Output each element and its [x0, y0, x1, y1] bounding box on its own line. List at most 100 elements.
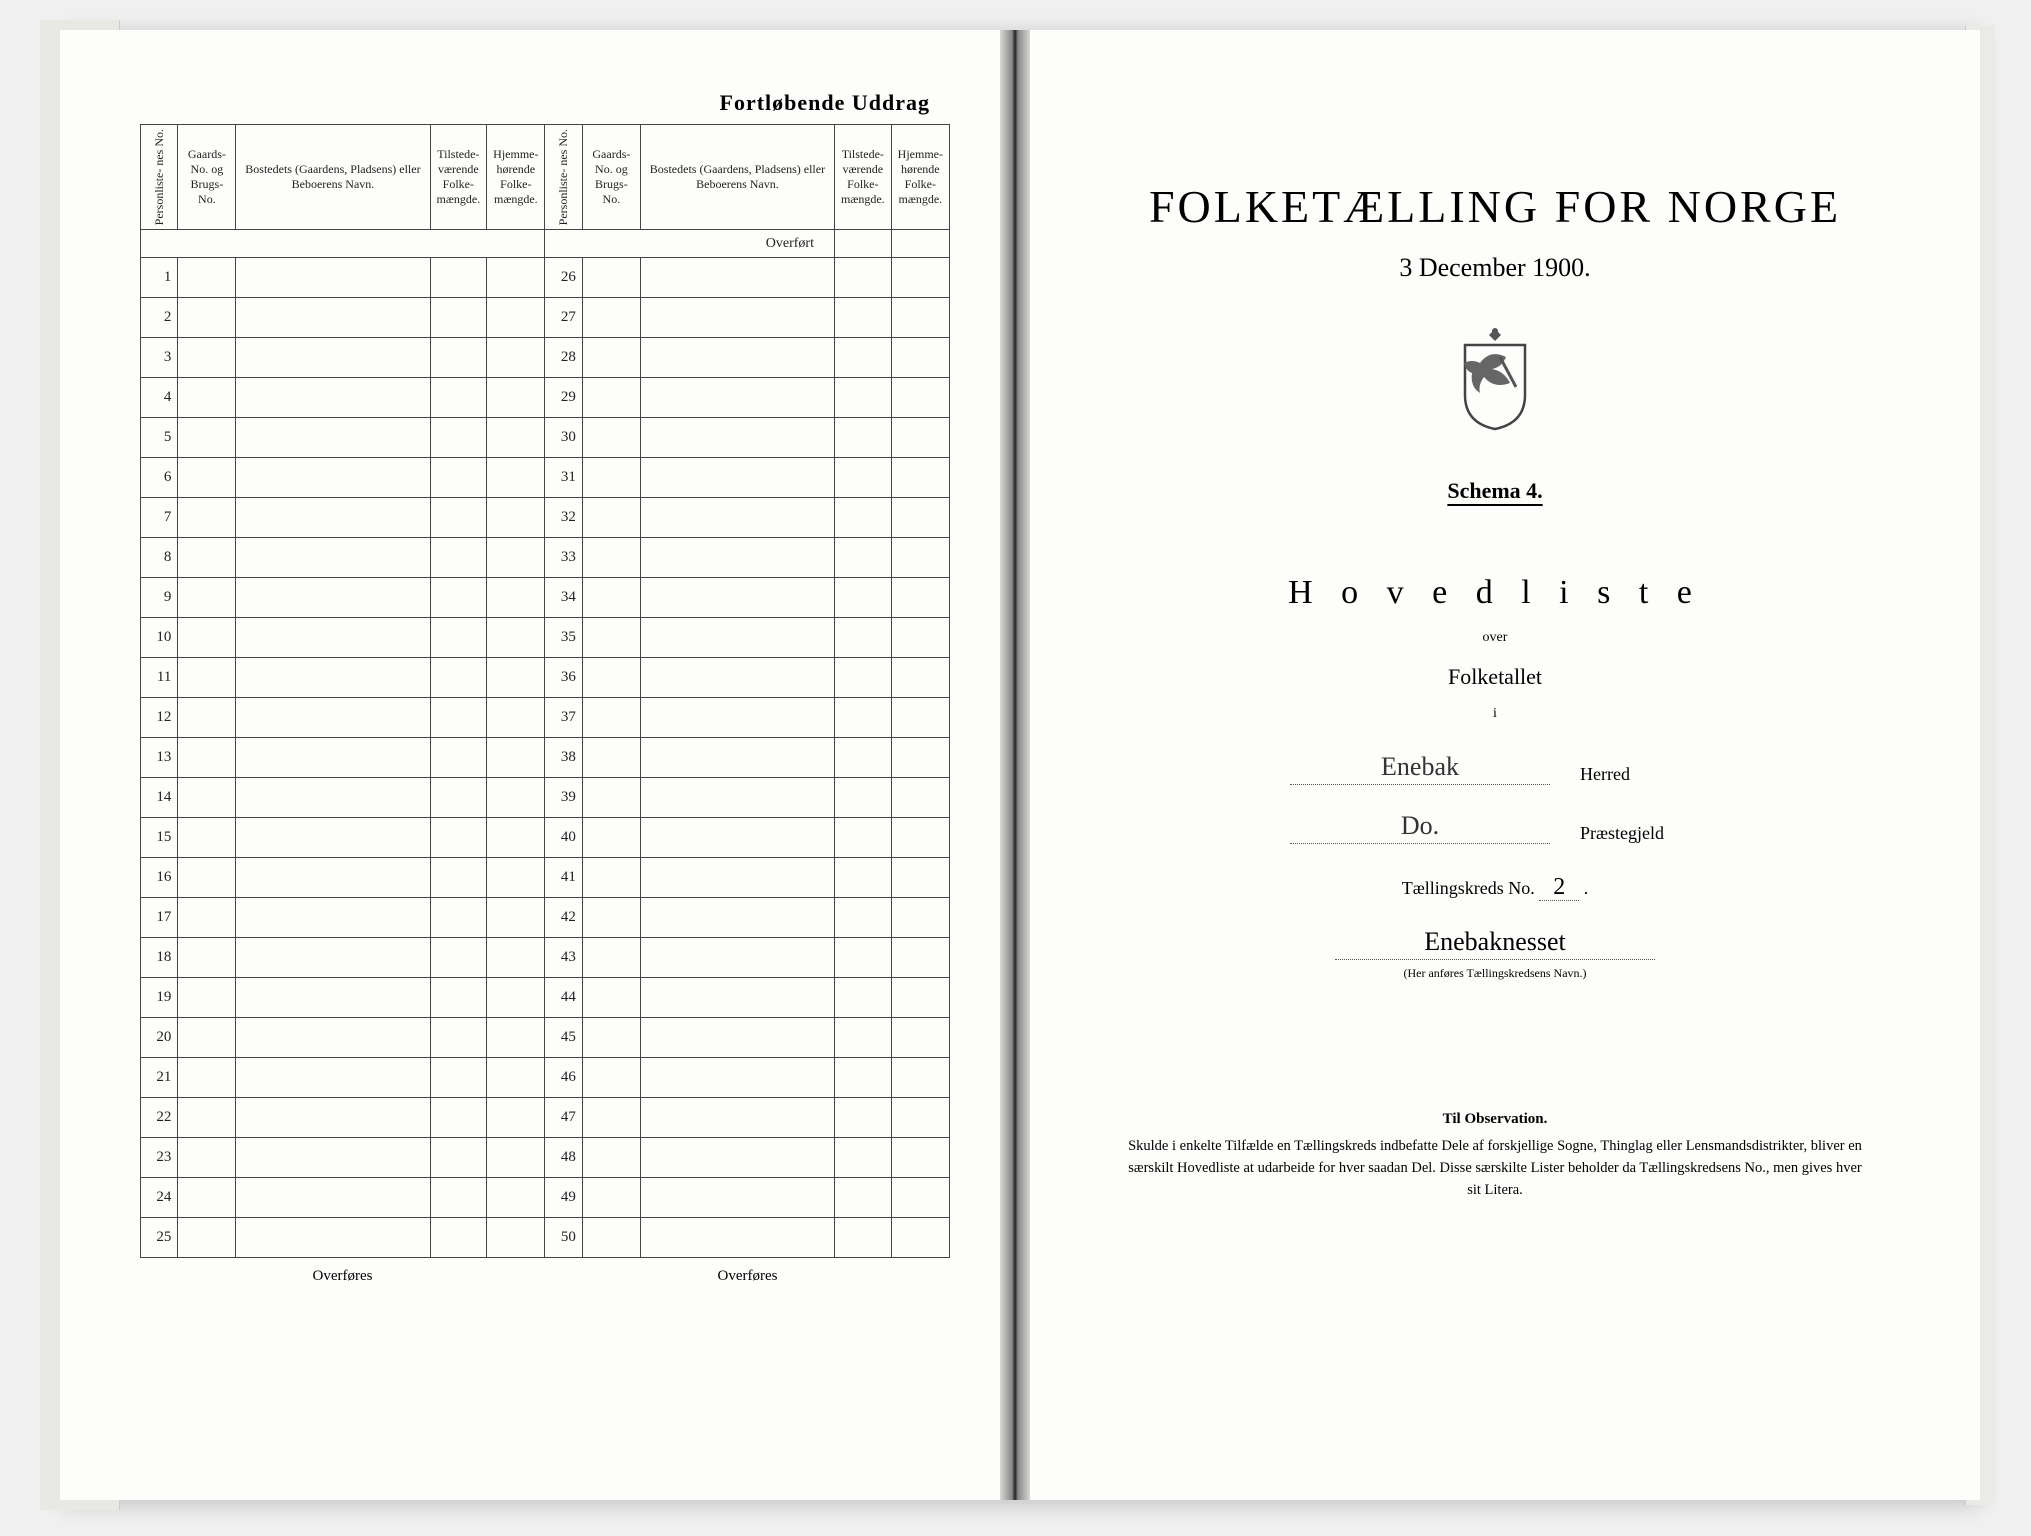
- cell: [430, 978, 487, 1018]
- cell: [891, 938, 949, 978]
- col-bosted-1: Bostedets (Gaardens, Pladsens) eller Beb…: [236, 125, 430, 230]
- cell: [582, 458, 640, 498]
- observation-body: Skulde i enkelte Tilfælde en Tællingskre…: [1090, 1136, 1900, 1201]
- col-hjemme-1: Hjemme- hørende Folke- mængde.: [487, 125, 545, 230]
- col-gaards-2: Gaards- No. og Brugs- No.: [582, 125, 640, 230]
- cell: [582, 378, 640, 418]
- cell: [582, 1058, 640, 1098]
- table-row: 227: [141, 298, 950, 338]
- kreds-caption: (Her anføres Tællingskredsens Navn.): [1090, 966, 1900, 981]
- cell: [178, 778, 236, 818]
- overfort-row: Overført: [141, 230, 950, 258]
- kreds-label: Tællingskreds No.: [1402, 878, 1535, 898]
- row-number: 3: [141, 338, 178, 378]
- cell: [640, 538, 834, 578]
- cell: [236, 1058, 430, 1098]
- cell: [178, 938, 236, 978]
- cell: [430, 458, 487, 498]
- cell: [582, 538, 640, 578]
- cell: [640, 618, 834, 658]
- cell: [582, 338, 640, 378]
- row-number: 31: [545, 458, 582, 498]
- row-number: 46: [545, 1058, 582, 1098]
- cell: [178, 538, 236, 578]
- cell: [487, 978, 545, 1018]
- cell: [891, 658, 949, 698]
- cell: [487, 578, 545, 618]
- row-number: 39: [545, 778, 582, 818]
- cell: [430, 1098, 487, 1138]
- cell: [834, 698, 891, 738]
- table-head: Personliste- nes No. Gaards- No. og Brug…: [141, 125, 950, 230]
- cell: [487, 898, 545, 938]
- open-book: Fortløbende Uddrag Personliste- nes No. …: [60, 30, 1980, 1500]
- kreds-name-row: Enebaknesset (Her anføres Tællingskredse…: [1090, 927, 1900, 981]
- cell: [640, 1098, 834, 1138]
- cell: [582, 778, 640, 818]
- cell: [891, 498, 949, 538]
- title-date: 3 December 1900.: [1090, 253, 1900, 283]
- cell: [834, 378, 891, 418]
- cell: [891, 738, 949, 778]
- row-number: 47: [545, 1098, 582, 1138]
- row-number: 10: [141, 618, 178, 658]
- cell: [640, 898, 834, 938]
- row-number: 40: [545, 818, 582, 858]
- cell: [430, 258, 487, 298]
- row-number: 8: [141, 538, 178, 578]
- herred-value: Enebak: [1290, 752, 1550, 785]
- cell: [582, 738, 640, 778]
- cell: [640, 818, 834, 858]
- cell: [487, 258, 545, 298]
- cell: [430, 1218, 487, 1258]
- cell: [891, 1058, 949, 1098]
- col-bosted-2: Bostedets (Gaardens, Pladsens) eller Beb…: [640, 125, 834, 230]
- cell: [582, 1138, 640, 1178]
- cell: [487, 938, 545, 978]
- cell: [891, 618, 949, 658]
- cell: [891, 698, 949, 738]
- cell: [487, 658, 545, 698]
- cell: [582, 818, 640, 858]
- cell: [834, 538, 891, 578]
- cell: [834, 778, 891, 818]
- table-row: 429: [141, 378, 950, 418]
- praestegjeld-label: Præstegjeld: [1580, 823, 1700, 844]
- row-number: 23: [141, 1138, 178, 1178]
- cell: [178, 1138, 236, 1178]
- cell: [891, 418, 949, 458]
- overfores-left: Overføres: [140, 1258, 545, 1285]
- cell: [640, 738, 834, 778]
- right-page: FOLKETÆLLING FOR NORGE 3 December 1900. …: [1030, 30, 1980, 1500]
- cell: [891, 578, 949, 618]
- row-number: 19: [141, 978, 178, 1018]
- cell: [834, 978, 891, 1018]
- table-row: 934: [141, 578, 950, 618]
- cell: [640, 498, 834, 538]
- cell: [236, 1218, 430, 1258]
- cell: [487, 1018, 545, 1058]
- cell: [430, 378, 487, 418]
- cell: [430, 418, 487, 458]
- cell: [640, 258, 834, 298]
- col-personliste-2: Personliste- nes No.: [545, 125, 582, 230]
- cell: [891, 1098, 949, 1138]
- cell: [891, 1018, 949, 1058]
- cell: [236, 578, 430, 618]
- cell: [430, 818, 487, 858]
- cell: [236, 898, 430, 938]
- row-number: 18: [141, 938, 178, 978]
- row-number: 45: [545, 1018, 582, 1058]
- cell: [487, 1218, 545, 1258]
- cell: [430, 338, 487, 378]
- cell: [430, 1018, 487, 1058]
- cell: [178, 258, 236, 298]
- over-label: over: [1090, 630, 1900, 646]
- cell: [236, 1018, 430, 1058]
- cell: [236, 738, 430, 778]
- cell: [834, 418, 891, 458]
- cell: [640, 858, 834, 898]
- praestegjeld-value: Do.: [1290, 811, 1550, 844]
- cell: [487, 298, 545, 338]
- cell: [236, 818, 430, 858]
